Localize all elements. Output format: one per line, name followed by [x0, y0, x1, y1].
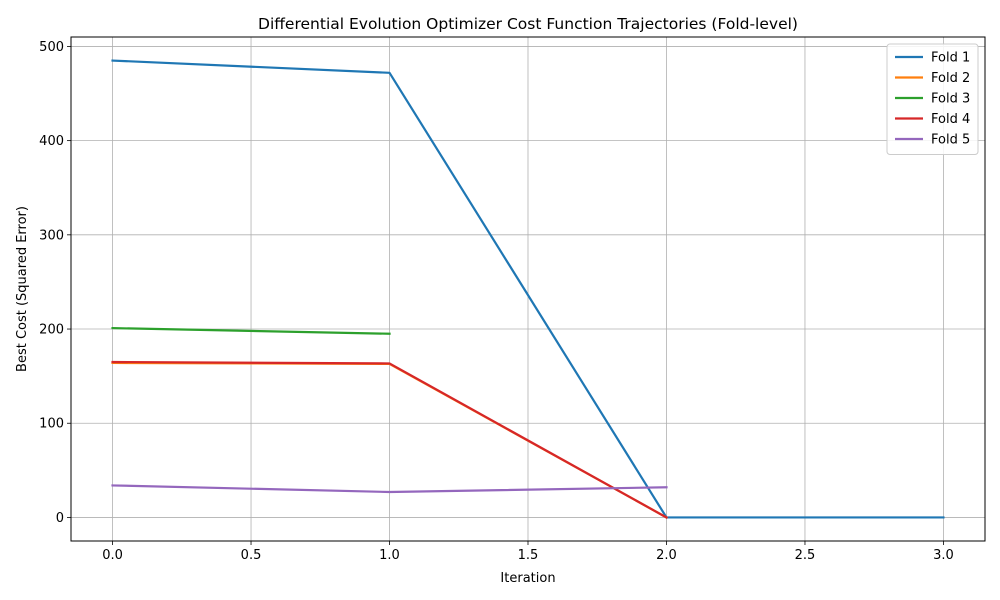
legend-label: Fold 5	[931, 133, 970, 148]
x-tick-label: 1.5	[518, 548, 539, 563]
y-tick-label: 0	[56, 511, 64, 526]
legend: Fold 1 Fold 2 Fold 3 Fold 4 Fold 5	[886, 43, 979, 155]
series-line-fold-4	[111, 360, 668, 519]
grid	[71, 37, 985, 541]
series-line-fold-5	[111, 484, 668, 494]
legend-label: Fold 1	[931, 51, 970, 66]
legend-label: Fold 3	[931, 92, 970, 107]
x-tick-label: 3.0	[933, 548, 954, 563]
x-tick-label: 2.5	[795, 548, 816, 563]
legend-label: Fold 4	[931, 112, 970, 127]
axis-ticks: 0.0 0.5 1.0 1.5 2.0 2.5 3.0 0 100 200 300 400 500	[39, 40, 954, 563]
y-tick-label: 400	[39, 134, 64, 149]
y-tick-label: 200	[39, 323, 64, 338]
series-line-fold-1	[111, 59, 945, 519]
x-tick-label: 0.5	[241, 548, 262, 563]
chart-title: Differential Evolution Optimizer Cost Fu…	[258, 15, 798, 33]
y-tick-label: 100	[39, 417, 64, 432]
x-tick-label: 1.0	[379, 548, 400, 563]
x-tick-label: 0.0	[102, 548, 123, 563]
x-axis-label: Iteration	[500, 571, 555, 586]
x-tick-label: 2.0	[656, 548, 677, 563]
legend-label: Fold 2	[931, 71, 970, 86]
series-lines	[111, 59, 945, 519]
legend-box	[886, 43, 979, 155]
y-tick-label: 300	[39, 228, 64, 243]
y-axis-label: Best Cost (Squared Error)	[15, 206, 30, 372]
series-line-fold-3	[111, 326, 391, 335]
y-tick-label: 500	[39, 40, 64, 55]
